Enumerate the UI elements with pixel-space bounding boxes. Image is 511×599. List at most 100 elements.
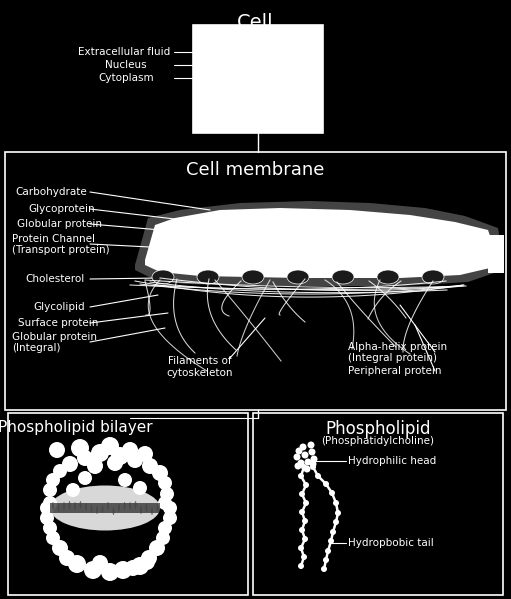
Ellipse shape [149, 540, 165, 556]
Polygon shape [145, 208, 495, 278]
Ellipse shape [293, 453, 300, 461]
Text: Glycoprotein: Glycoprotein [28, 204, 95, 214]
Ellipse shape [323, 481, 329, 487]
Text: Protein Channel: Protein Channel [12, 234, 95, 244]
Ellipse shape [301, 554, 307, 560]
Ellipse shape [315, 473, 321, 479]
Ellipse shape [309, 449, 315, 455]
Bar [253, 413, 503, 595]
Ellipse shape [140, 506, 142, 514]
Ellipse shape [78, 471, 92, 485]
Ellipse shape [43, 521, 57, 535]
Ellipse shape [308, 441, 314, 449]
Ellipse shape [152, 465, 168, 481]
Ellipse shape [107, 455, 123, 471]
Ellipse shape [310, 464, 316, 470]
Ellipse shape [58, 504, 59, 512]
Ellipse shape [68, 501, 71, 509]
Ellipse shape [377, 270, 399, 284]
Ellipse shape [125, 560, 141, 576]
Ellipse shape [332, 270, 354, 284]
Ellipse shape [90, 505, 92, 513]
Text: Filaments of
cytoskeleton: Filaments of cytoskeleton [167, 356, 233, 378]
Ellipse shape [141, 550, 157, 566]
Ellipse shape [152, 270, 174, 284]
Ellipse shape [118, 504, 120, 512]
Ellipse shape [40, 511, 54, 525]
Ellipse shape [80, 501, 81, 509]
Text: (Transport protein): (Transport protein) [12, 245, 110, 255]
Text: Alpha-helix protein: Alpha-helix protein [348, 342, 447, 352]
Ellipse shape [328, 538, 334, 544]
Ellipse shape [163, 501, 177, 515]
Ellipse shape [122, 442, 138, 458]
Text: Cell: Cell [237, 13, 273, 32]
Ellipse shape [43, 496, 57, 510]
Ellipse shape [71, 439, 89, 457]
Ellipse shape [111, 447, 129, 465]
Text: Extracellular fluid: Extracellular fluid [78, 47, 170, 57]
Ellipse shape [323, 557, 329, 563]
Ellipse shape [101, 437, 119, 455]
Ellipse shape [114, 561, 132, 579]
Ellipse shape [158, 521, 172, 535]
Ellipse shape [311, 455, 317, 462]
Ellipse shape [329, 490, 335, 496]
Ellipse shape [299, 491, 305, 497]
Ellipse shape [137, 446, 153, 462]
Text: Phospholipid: Phospholipid [325, 420, 431, 438]
Ellipse shape [295, 447, 303, 455]
Ellipse shape [118, 473, 132, 487]
Text: Cytoplasm: Cytoplasm [98, 73, 154, 83]
Ellipse shape [50, 486, 160, 531]
Ellipse shape [107, 502, 109, 510]
Ellipse shape [298, 563, 304, 569]
Text: Hydrophilic head: Hydrophilic head [348, 456, 436, 466]
Ellipse shape [158, 476, 172, 490]
Text: Globular protein: Globular protein [17, 219, 102, 229]
Ellipse shape [146, 504, 148, 512]
Text: Cholesterol: Cholesterol [25, 274, 84, 284]
Ellipse shape [310, 461, 316, 467]
Ellipse shape [52, 540, 68, 556]
Ellipse shape [129, 502, 131, 510]
Ellipse shape [156, 504, 158, 512]
Ellipse shape [133, 481, 147, 495]
Ellipse shape [302, 536, 308, 542]
Ellipse shape [422, 270, 444, 284]
Ellipse shape [131, 557, 149, 575]
Text: Surface protein: Surface protein [18, 318, 99, 328]
Ellipse shape [87, 458, 103, 474]
Text: Carbohydrate: Carbohydrate [15, 187, 87, 197]
Ellipse shape [335, 510, 341, 516]
Ellipse shape [287, 270, 309, 284]
Ellipse shape [74, 502, 76, 510]
Bar [8, 413, 248, 595]
Ellipse shape [158, 496, 172, 510]
Ellipse shape [52, 502, 54, 510]
Text: (Integral protein): (Integral protein) [348, 353, 437, 363]
Ellipse shape [330, 529, 336, 535]
Text: (Integral): (Integral) [12, 343, 60, 353]
Ellipse shape [127, 452, 143, 468]
Ellipse shape [303, 500, 309, 506]
Ellipse shape [299, 509, 305, 515]
Text: Peripheral protein: Peripheral protein [348, 366, 442, 376]
Text: Hydropbobic tail: Hydropbobic tail [348, 538, 434, 548]
Ellipse shape [298, 473, 304, 479]
Bar [193, 25, 323, 133]
Bar [488, 235, 504, 273]
Ellipse shape [333, 519, 339, 525]
Ellipse shape [139, 554, 155, 570]
Ellipse shape [46, 473, 60, 487]
Ellipse shape [297, 459, 305, 467]
Ellipse shape [142, 458, 158, 474]
Ellipse shape [301, 452, 309, 458]
Ellipse shape [59, 550, 75, 566]
Ellipse shape [302, 518, 308, 524]
Ellipse shape [299, 527, 305, 533]
Ellipse shape [304, 465, 311, 473]
Ellipse shape [63, 502, 65, 510]
Ellipse shape [84, 561, 102, 579]
Text: Nucleus: Nucleus [105, 60, 147, 70]
